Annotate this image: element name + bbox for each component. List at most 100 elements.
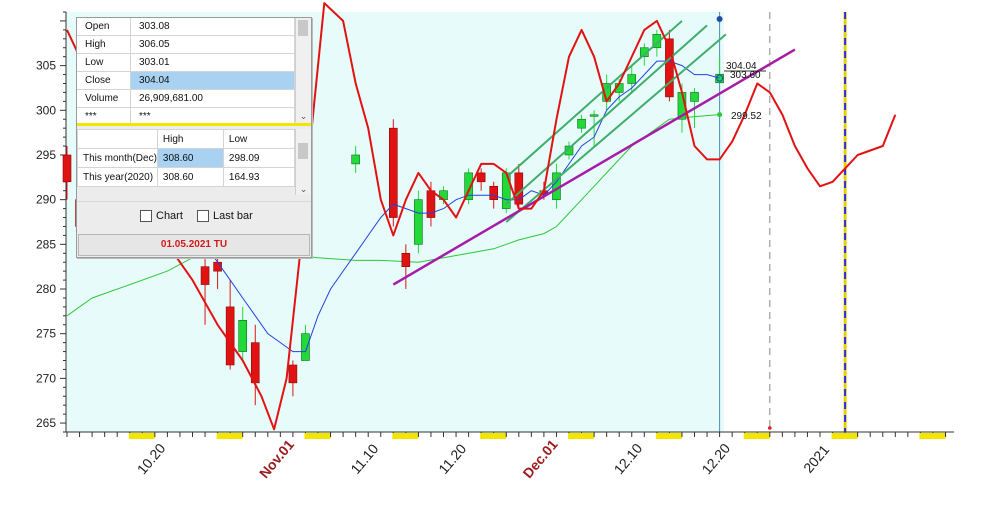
panel-splitter[interactable] <box>77 123 311 126</box>
candle-body <box>489 185 499 200</box>
high-low-header: High Low <box>77 129 296 149</box>
ma-fast-path <box>179 60 720 353</box>
high-low-table: High Low This month(Dec) 308.60 298.09 T… <box>77 129 296 187</box>
options-row: Chart Last bar <box>77 201 311 230</box>
forecast-background <box>724 12 952 432</box>
info-panel: Open 303.08 High 306.05 Low 303.01 Close 304.04… <box>76 17 312 258</box>
high-low-row[interactable]: This year(2020) 308.60 164.93 <box>77 167 296 187</box>
weekend-marker <box>844 433 858 439</box>
candle-body <box>577 118 586 129</box>
y-tick-label: 295 <box>36 148 56 162</box>
trendline <box>392 48 796 286</box>
close-price-tag: 304.04 <box>726 61 757 72</box>
x-tick-label: 10.20 <box>134 440 169 477</box>
weekend-marker <box>655 433 670 439</box>
candle-body <box>414 199 423 245</box>
ohlc-value: 306.05 <box>130 35 295 54</box>
hl-low: 164.93 <box>222 167 296 187</box>
hl-high: 308.60 <box>156 167 224 187</box>
candle-body <box>715 73 724 84</box>
candle-body <box>288 364 298 384</box>
ohlc-value: 304.04 <box>130 71 295 90</box>
candle-body <box>476 172 486 183</box>
ohlc-row[interactable]: Open 303.08 <box>77 18 295 36</box>
weekend-marker <box>756 433 770 439</box>
x-tick-label: Dec.01 <box>519 436 560 481</box>
dashed-marker-dot <box>768 426 772 430</box>
scrollbar-thumb[interactable] <box>298 143 308 159</box>
candle-body <box>238 319 247 352</box>
candle-body <box>690 92 699 102</box>
ohlc-row[interactable]: Volume 26,909,681.00 <box>77 89 295 108</box>
weekend-marker <box>392 433 406 439</box>
price-tags: 304.04 303.60 299.52 <box>716 61 766 122</box>
weekend-marker <box>229 433 243 439</box>
x-tick-label: 12.10 <box>611 440 646 477</box>
candle-body <box>589 114 599 117</box>
ohlc-key: Low <box>77 53 131 72</box>
ohlc-value: 26,909,681.00 <box>130 89 295 108</box>
x-tick-label: 11.20 <box>435 440 469 476</box>
checkbox-icon[interactable] <box>197 210 209 222</box>
weekend-marker <box>743 433 758 439</box>
y-tick-label: 305 <box>36 59 56 73</box>
ohlc-row[interactable]: High 306.05 <box>77 35 295 54</box>
hl-low: 298.09 <box>222 148 296 168</box>
ohlc-value: 303.01 <box>130 53 295 72</box>
candle-body <box>301 333 310 361</box>
x-axis: 10.20 Nov.01 11.10 11.20 Dec.01 12.10 12.20 202… <box>66 431 954 481</box>
checkbox-icon[interactable] <box>140 210 152 222</box>
weekend-marker <box>831 433 846 439</box>
ohlc-value: 303.08 <box>130 18 295 36</box>
weekend-marker <box>404 433 419 439</box>
hl-period: This month(Dec) <box>77 148 158 168</box>
y-tick-label: 280 <box>36 282 56 296</box>
candle-body <box>464 172 473 200</box>
last-bar-checkbox[interactable]: Last bar <box>197 210 253 222</box>
weekend-marker <box>216 433 231 439</box>
ohlc-row[interactable]: Low 303.01 <box>77 53 295 72</box>
y-axis: 265 270 275 280 285 290 295 300 305 <box>36 11 67 433</box>
high-low-row[interactable]: This month(Dec) 308.60 298.09 <box>77 148 296 168</box>
channel-line-middle <box>505 24 708 205</box>
ma-slow-end-marker <box>717 112 723 118</box>
candle-body <box>401 252 411 267</box>
y-tick-label: 265 <box>36 416 56 430</box>
weekend-marker <box>128 433 143 439</box>
hl-header-high: High <box>156 129 224 149</box>
chart-checkbox-label: Chart <box>156 210 183 222</box>
weekend-marker <box>931 433 946 439</box>
weekend-marker <box>580 433 595 439</box>
hl-scrollbar[interactable]: ⌄ <box>295 129 311 195</box>
candle-body <box>351 154 360 165</box>
candle-body <box>225 306 235 366</box>
scrollbar-thumb[interactable] <box>298 20 308 36</box>
forecast-path <box>66 2 897 431</box>
candle-body <box>250 342 260 384</box>
weekend-marker <box>492 433 507 439</box>
ohlc-key: Volume <box>77 89 131 108</box>
ohlc-scrollbar[interactable]: ⌄ <box>295 18 311 122</box>
scroll-down-icon[interactable]: ⌄ <box>299 111 308 121</box>
trendline-path <box>392 48 796 286</box>
y-tick-label: 275 <box>36 327 56 341</box>
ohlc-key: Open <box>77 18 131 36</box>
x-tick-label: 12.20 <box>698 440 733 477</box>
weekend-marker <box>919 433 933 439</box>
forecast-line <box>66 2 897 431</box>
y-tick-label: 270 <box>36 371 56 385</box>
weekend-marker <box>317 433 331 439</box>
candle-body <box>627 74 637 84</box>
ma-fast-end-marker <box>716 74 724 82</box>
ma-fast-price-tag: 303.60 <box>730 70 761 81</box>
hl-header-low: Low <box>222 129 296 149</box>
y-tick-label: 285 <box>36 237 56 251</box>
hl-period: This year(2020) <box>77 167 158 187</box>
weekend-marker <box>141 433 155 439</box>
weekend-marker <box>480 433 494 439</box>
chart-checkbox[interactable]: Chart <box>140 210 183 222</box>
candle-body <box>665 38 674 98</box>
ohlc-row[interactable]: Close 304.04 <box>77 71 295 90</box>
scroll-down-icon[interactable]: ⌄ <box>299 184 308 194</box>
